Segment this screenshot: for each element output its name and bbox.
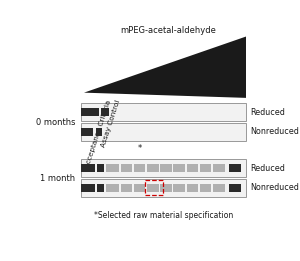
Bar <box>121 184 132 192</box>
Text: *Selected raw material specification: *Selected raw material specification <box>94 211 233 220</box>
Bar <box>200 164 211 173</box>
Bar <box>106 184 119 192</box>
Bar <box>173 184 185 192</box>
Text: Nonreduced: Nonreduced <box>250 127 299 136</box>
Text: 1 month: 1 month <box>40 174 75 183</box>
Bar <box>173 164 185 173</box>
Bar <box>81 108 99 116</box>
Bar <box>101 108 109 116</box>
Bar <box>147 164 158 173</box>
Bar <box>213 164 224 173</box>
Text: *: * <box>137 144 142 153</box>
Text: Reduced: Reduced <box>250 108 285 117</box>
Bar <box>147 184 158 192</box>
Bar <box>81 159 246 177</box>
Bar <box>81 179 246 197</box>
Text: Assay Control: Assay Control <box>100 99 122 148</box>
Bar <box>134 184 145 192</box>
Bar <box>230 164 241 173</box>
Bar <box>230 184 241 192</box>
Bar <box>160 164 172 173</box>
Bar <box>145 180 163 195</box>
Bar <box>81 128 92 136</box>
Bar <box>81 164 95 173</box>
Text: Nonreduced: Nonreduced <box>250 183 299 192</box>
Bar <box>81 123 246 141</box>
Bar <box>96 128 103 136</box>
Bar <box>81 184 95 192</box>
Text: Acceptance Criteria: Acceptance Criteria <box>84 99 112 169</box>
Bar <box>213 184 224 192</box>
Bar <box>200 184 211 192</box>
Bar <box>106 164 119 173</box>
Bar <box>134 164 145 173</box>
Bar <box>187 184 198 192</box>
Bar <box>81 103 246 121</box>
Text: Reduced: Reduced <box>250 164 285 173</box>
Bar <box>187 164 198 173</box>
Text: 0 months: 0 months <box>35 117 75 127</box>
Text: mPEG-acetal-aldehyde: mPEG-acetal-aldehyde <box>120 26 216 35</box>
Bar <box>121 164 132 173</box>
Bar <box>160 184 172 192</box>
Bar <box>97 184 104 192</box>
Bar <box>97 164 104 173</box>
Polygon shape <box>84 37 246 98</box>
